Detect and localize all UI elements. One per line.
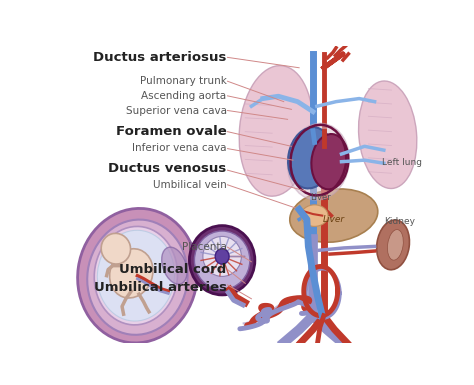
Ellipse shape (203, 236, 241, 276)
Text: Liver: Liver (323, 215, 345, 224)
Ellipse shape (87, 219, 188, 335)
Text: Ascending aorta: Ascending aorta (141, 91, 227, 101)
Text: Placenta: Placenta (182, 242, 227, 252)
Text: Liver: Liver (310, 194, 331, 203)
Text: Superior vena cava: Superior vena cava (126, 106, 227, 116)
Text: Left lung: Left lung (382, 158, 421, 167)
Ellipse shape (358, 81, 417, 189)
Ellipse shape (194, 231, 250, 290)
Ellipse shape (162, 247, 187, 284)
Text: Inferior vena cava: Inferior vena cava (132, 144, 227, 154)
Ellipse shape (109, 249, 153, 298)
Ellipse shape (290, 189, 378, 242)
Ellipse shape (311, 134, 348, 189)
Text: Umbilical arteries: Umbilical arteries (93, 281, 227, 294)
Ellipse shape (190, 226, 255, 295)
Text: Ductus venosus: Ductus venosus (108, 162, 227, 175)
Ellipse shape (97, 230, 174, 321)
Text: Foramen ovale: Foramen ovale (116, 125, 227, 138)
Text: Ductus arteriosus: Ductus arteriosus (93, 51, 227, 64)
Ellipse shape (288, 127, 333, 188)
Ellipse shape (215, 249, 229, 264)
Ellipse shape (94, 226, 178, 325)
Ellipse shape (239, 65, 313, 196)
Ellipse shape (301, 205, 328, 226)
Ellipse shape (287, 123, 349, 200)
Text: Umbilical cord: Umbilical cord (119, 263, 227, 276)
Ellipse shape (387, 229, 403, 260)
Ellipse shape (78, 208, 197, 343)
Text: Umbilical vein: Umbilical vein (153, 180, 227, 190)
Text: Kidney: Kidney (384, 217, 416, 226)
Ellipse shape (101, 233, 130, 264)
Ellipse shape (377, 220, 410, 270)
Text: Pulmonary trunk: Pulmonary trunk (140, 76, 227, 86)
